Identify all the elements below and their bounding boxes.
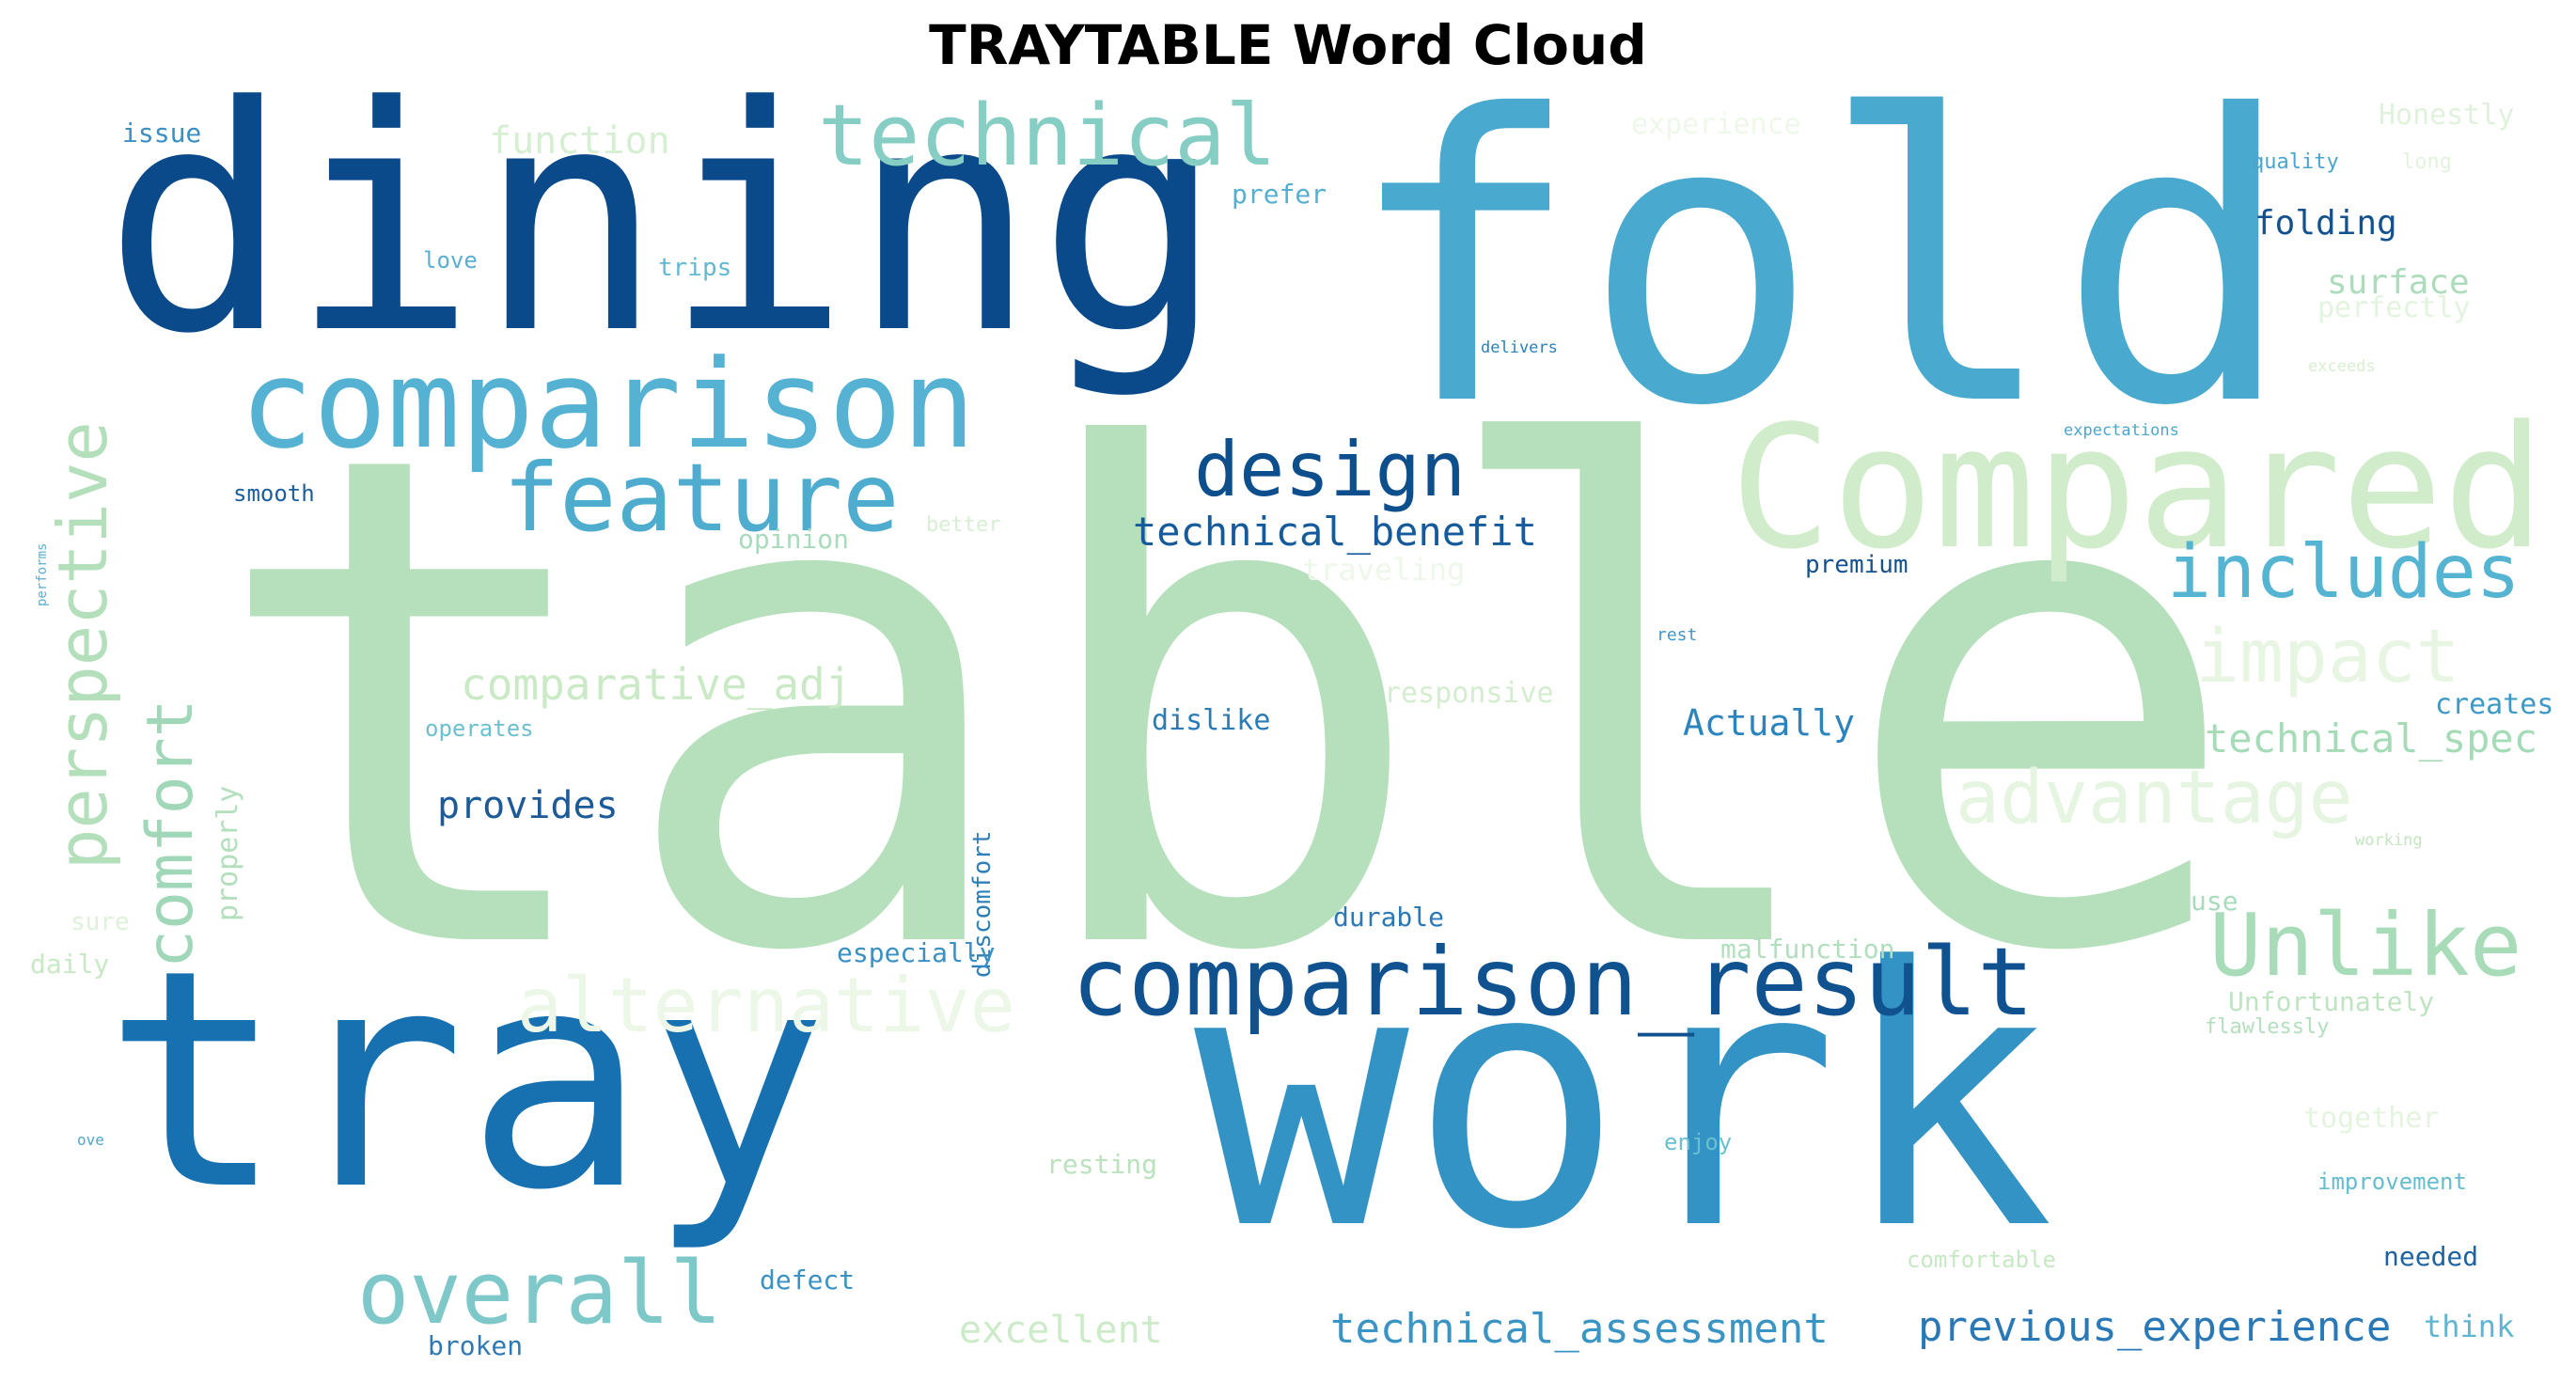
word-performs: performs xyxy=(35,542,50,606)
word-perfectly: perfectly xyxy=(2317,291,2471,324)
word-opinion: opinion xyxy=(738,524,850,555)
word-expectations: expectations xyxy=(2064,421,2179,440)
word-improvement: improvement xyxy=(2317,1169,2467,1195)
page-title: TRAYTABLE Word Cloud xyxy=(929,13,1647,77)
word-properly: properly xyxy=(212,785,244,922)
word-provides: provides xyxy=(437,784,619,827)
word-table: table xyxy=(207,311,2245,1099)
word-overall: overall xyxy=(357,1243,722,1343)
word-advantage: advantage xyxy=(1956,756,2353,840)
word-actually: Actually xyxy=(1683,702,1856,744)
word-prefer: prefer xyxy=(1232,179,1327,210)
word-folding: folding xyxy=(2254,204,2397,243)
word-creates: creates xyxy=(2435,688,2554,721)
word-resting: resting xyxy=(1046,1149,1158,1180)
word-includes: includes xyxy=(2167,530,2521,615)
word-love: love xyxy=(423,247,478,274)
word-delivers: delivers xyxy=(1481,338,1558,357)
word-operates: operates xyxy=(425,715,534,742)
word-comparison-result: comparison_result xyxy=(1072,927,2034,1037)
word-fold: fold xyxy=(1344,33,2296,493)
word-perspective: perspective xyxy=(43,421,122,870)
word-experience: experience xyxy=(1631,108,1801,141)
word-tray: tray xyxy=(103,906,828,1256)
word-surface: surface xyxy=(2327,263,2470,302)
word-flawlessly: flawlessly xyxy=(2205,1015,2330,1039)
word-dislike: dislike xyxy=(1152,704,1271,737)
word-previous-experience: previous_experience xyxy=(1918,1303,2392,1351)
word-use: use xyxy=(2191,886,2238,917)
word-think: think xyxy=(2424,1309,2515,1344)
word-comparison: comparison xyxy=(240,333,976,476)
word-comparative-adj: comparative_adj xyxy=(461,659,852,710)
word-durable: durable xyxy=(1333,902,1445,933)
word-ove: ove xyxy=(77,1131,104,1149)
word-honestly: Honestly xyxy=(2379,99,2515,132)
word-compared: Compared xyxy=(1730,390,2545,587)
word-exceeds: exceeds xyxy=(2308,357,2376,376)
word-needed: needed xyxy=(2383,1241,2479,1272)
word-traveling: traveling xyxy=(1302,552,1466,588)
word-especially: especially xyxy=(837,937,996,968)
word-defect: defect xyxy=(760,1264,856,1296)
word-comfortable: comfortable xyxy=(1907,1247,2056,1273)
word-daily: daily xyxy=(30,949,110,980)
word-function: function xyxy=(489,119,670,163)
word-rest: rest xyxy=(1657,625,1698,645)
word-malfunction: malfunction xyxy=(1720,934,1895,965)
word-impact: impact xyxy=(2195,615,2460,699)
word-technical: technical xyxy=(818,86,1277,185)
word-design: design xyxy=(1194,426,1466,513)
word-technical-assessment: technical_assessment xyxy=(1330,1305,1829,1353)
word-together: together xyxy=(2303,1102,2440,1135)
word-smooth: smooth xyxy=(233,480,315,507)
word-better: better xyxy=(926,513,1001,537)
word-responsive: responsive xyxy=(1384,677,1554,710)
word-broken: broken xyxy=(428,1330,524,1361)
word-technical-spec: technical_spec xyxy=(2205,715,2538,762)
word-unlike: Unlike xyxy=(2209,895,2522,996)
word-issue: issue xyxy=(122,118,202,149)
word-trips: trips xyxy=(658,254,732,282)
word-unfortunately: Unfortunately xyxy=(2228,986,2435,1017)
word-premium: premium xyxy=(1805,551,1908,579)
word-feature: feature xyxy=(503,443,900,553)
word-sure: sure xyxy=(71,908,130,936)
word-dining: dining xyxy=(103,40,1225,401)
word-comfort: comfort xyxy=(134,699,208,968)
word-work: work xyxy=(1194,891,2055,1308)
word-technical-benefit: technical_benefit xyxy=(1133,509,1537,555)
word-alternative: alternative xyxy=(517,962,1015,1049)
word-quality: quality xyxy=(2252,150,2339,174)
word-excellent: excellent xyxy=(959,1309,1163,1352)
word-working: working xyxy=(2355,831,2423,850)
word-long: long xyxy=(2402,150,2452,174)
word-enjoy: enjoy xyxy=(1664,1129,1733,1155)
